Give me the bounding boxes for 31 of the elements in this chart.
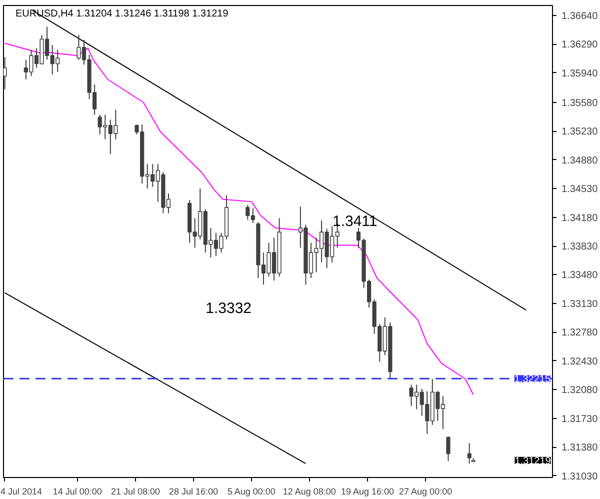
- candlestick: [446, 436, 450, 462]
- y-tick-label: 1.33480: [562, 270, 598, 282]
- x-tick-label: 5 Aug 00:00: [227, 486, 276, 496]
- annotation: 1.3411: [332, 212, 378, 230]
- y-tick-label: 1.35230: [562, 126, 598, 138]
- x-tick-label: 14 Jul 00:00: [52, 486, 102, 496]
- y-tick-label: 1.34880: [562, 155, 598, 166]
- y-tick-label: 1.32080: [562, 385, 598, 396]
- x-tick-label: 21 Jul 08:00: [110, 486, 160, 496]
- y-tick-label: 1.31030: [562, 471, 598, 482]
- x-tick-label: 19 Aug 16:00: [340, 486, 394, 496]
- y-tick-label: 1.36290: [562, 40, 598, 51]
- x-tick-label: 4 Jul 2014: [0, 486, 42, 496]
- y-tick-label: 1.36640: [562, 10, 598, 22]
- y-tick-label: 1.32780: [562, 328, 598, 339]
- y-tick-label: 1.35580: [562, 98, 598, 109]
- candlestick: [467, 442, 472, 464]
- y-tick-label: 1.31380: [562, 442, 598, 454]
- y-tick-label: 1.35940: [562, 68, 598, 80]
- x-tick-label: 28 Jul 16:00: [169, 486, 218, 496]
- y-tick-label: 1.34530: [562, 184, 598, 196]
- y-tick-label: 1.31730: [562, 414, 598, 425]
- y-tick-label: 1.33830: [562, 242, 598, 253]
- y-tick-label: 1.34180: [562, 212, 598, 224]
- x-tick-label: 12 Aug 08:00: [282, 486, 336, 496]
- y-tick-label: 1.33130: [562, 298, 598, 310]
- y-tick-label: 1.32430: [562, 356, 598, 368]
- candlestick: [4, 56, 7, 90]
- annotation: 1.31219: [514, 456, 552, 467]
- x-tick-label: 27 Aug 00:00: [399, 486, 452, 496]
- annotation: 1.3332: [206, 300, 252, 318]
